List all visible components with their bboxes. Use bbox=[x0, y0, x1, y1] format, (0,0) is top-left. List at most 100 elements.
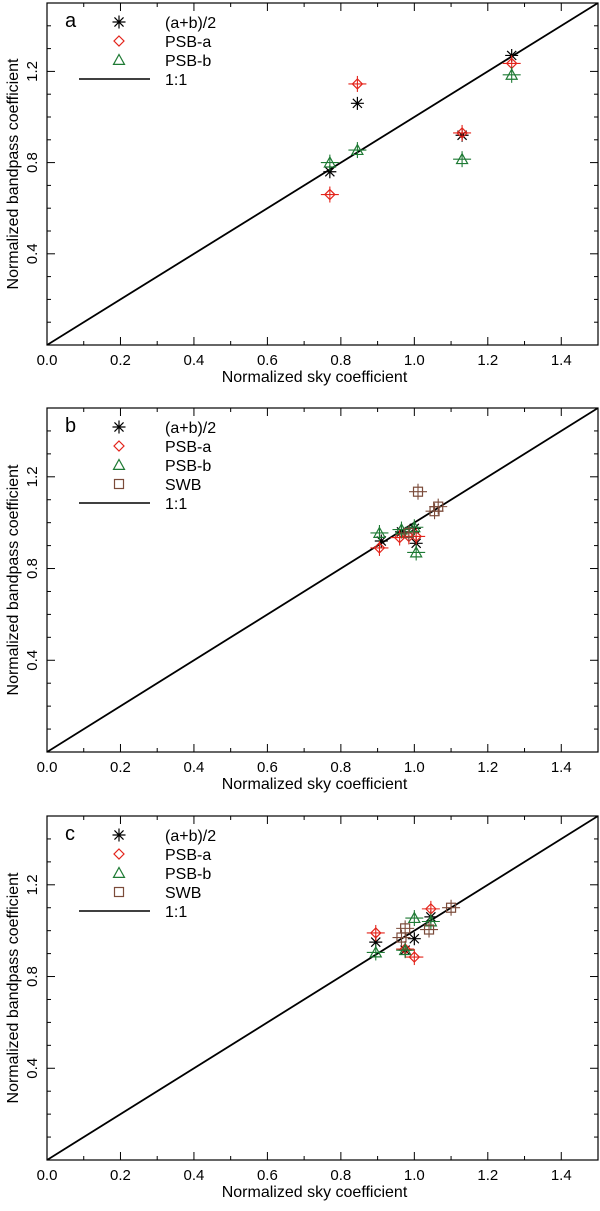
x-tick-label: 1.4 bbox=[551, 759, 572, 776]
series-swb bbox=[399, 483, 448, 541]
x-tick-label: 0.6 bbox=[257, 759, 278, 776]
x-tick-label: 1.2 bbox=[477, 352, 498, 369]
data-point bbox=[409, 545, 423, 558]
x-tick-label: 0.0 bbox=[37, 352, 58, 369]
data-point bbox=[351, 78, 364, 90]
legend: (a+b)/2 PSB-a PSB-b SWB 1:1 bbox=[79, 420, 216, 513]
data-point bbox=[407, 520, 421, 533]
legend-label: 1:1 bbox=[165, 496, 187, 513]
y-tick-label: 0.4 bbox=[24, 1058, 41, 1079]
data-point bbox=[433, 501, 444, 512]
data-point bbox=[445, 902, 457, 913]
legend-marker bbox=[112, 15, 126, 29]
legend-label: PSB-a bbox=[165, 439, 211, 456]
data-point bbox=[403, 527, 414, 539]
y-tick-label: 0.8 bbox=[24, 966, 41, 987]
panel-label: b bbox=[65, 415, 76, 437]
legend-label: SWB bbox=[165, 477, 201, 494]
legend-marker bbox=[112, 828, 126, 842]
x-tick-label: 0.4 bbox=[184, 1167, 205, 1184]
data-point bbox=[505, 68, 519, 80]
series-psb-b bbox=[366, 910, 440, 961]
legend-label: PSB-b bbox=[165, 53, 211, 70]
data-point bbox=[350, 143, 364, 156]
reference-line-1-to-1 bbox=[47, 408, 598, 752]
legend-marker bbox=[113, 848, 125, 860]
x-tick-label: 0.6 bbox=[257, 1167, 278, 1184]
legend-label: 1:1 bbox=[165, 904, 187, 921]
legend-label: PSB-a bbox=[165, 34, 211, 51]
series-psb-b bbox=[320, 66, 521, 171]
legend-marker bbox=[112, 866, 126, 878]
plot-frame bbox=[46, 2, 599, 346]
legend-label: 1:1 bbox=[165, 72, 187, 89]
x-tick-label: 0.2 bbox=[110, 759, 131, 776]
data-point bbox=[374, 534, 388, 548]
x-tick-label: 0.4 bbox=[184, 352, 205, 369]
data-point bbox=[423, 924, 435, 935]
x-tick-label: 0.8 bbox=[330, 759, 351, 776]
y-axis-label: Normalized bandpass coefficient bbox=[5, 464, 22, 696]
x-axis-label: Normalized sky coefficient bbox=[222, 369, 408, 386]
data-point bbox=[369, 935, 383, 949]
x-tick-label: 1.4 bbox=[551, 352, 572, 369]
data-point bbox=[372, 526, 386, 538]
chart-panel-b: 0.0 0.2 0.4 0.6 0.8 1.0 1.2 1.40.40.81.2Normali… bbox=[5, 407, 599, 793]
data-point bbox=[398, 943, 412, 956]
y-tick-label: 1.2 bbox=[24, 874, 41, 895]
y-tick-label: 0.4 bbox=[24, 243, 41, 264]
plot-frame bbox=[46, 407, 599, 753]
chart-panel-c: 0.0 0.2 0.4 0.6 0.8 1.0 1.2 1.40.40.81.2Normali… bbox=[5, 815, 599, 1201]
x-tick-label: 1.4 bbox=[551, 1167, 572, 1184]
x-tick-label: 1.2 bbox=[477, 759, 498, 776]
legend-marker bbox=[112, 458, 126, 470]
y-tick-label: 0.8 bbox=[24, 152, 41, 173]
y-tick-label: 0.8 bbox=[24, 558, 41, 579]
series-swb bbox=[392, 899, 461, 946]
legend: (a+b)/2 PSB-a PSB-b SWB 1:1 bbox=[79, 828, 216, 921]
x-tick-label: 0.8 bbox=[330, 1167, 351, 1184]
panel-label: c bbox=[65, 823, 75, 845]
x-tick-label: 1.0 bbox=[404, 352, 425, 369]
legend: (a+b)/2 PSB-a PSB-b 1:1 bbox=[79, 15, 216, 89]
data-point bbox=[350, 96, 364, 110]
legend-label: (a+b)/2 bbox=[165, 828, 216, 845]
x-tick-label: 1.2 bbox=[477, 1167, 498, 1184]
reference-line-1-to-1 bbox=[47, 3, 598, 345]
legend-marker bbox=[113, 478, 125, 490]
x-tick-label: 0.4 bbox=[184, 759, 205, 776]
legend-marker bbox=[112, 53, 126, 65]
data-point bbox=[373, 542, 386, 554]
data-point bbox=[424, 914, 438, 927]
plot-frame bbox=[46, 815, 599, 1161]
legend-label: SWB bbox=[165, 885, 201, 902]
legend-label: (a+b)/2 bbox=[165, 420, 216, 437]
x-axis-label: Normalized sky coefficient bbox=[222, 1184, 408, 1201]
data-point bbox=[323, 155, 337, 168]
data-point bbox=[412, 486, 424, 497]
reference-line-1-to-1 bbox=[47, 816, 598, 1160]
series-psb-a bbox=[320, 55, 521, 203]
y-tick-label: 1.2 bbox=[24, 61, 41, 82]
x-axis-label: Normalized sky coefficient bbox=[222, 776, 408, 793]
data-point bbox=[369, 945, 383, 958]
legend-marker bbox=[113, 440, 125, 452]
y-tick-label: 0.4 bbox=[24, 650, 41, 671]
data-point bbox=[408, 951, 421, 963]
data-point bbox=[455, 152, 469, 165]
series-psb-b bbox=[370, 519, 426, 561]
x-tick-label: 0.0 bbox=[37, 759, 58, 776]
y-axis-label: Normalized bandpass coefficient bbox=[5, 872, 22, 1104]
x-tick-label: 0.2 bbox=[110, 352, 131, 369]
x-tick-label: 0.0 bbox=[37, 1167, 58, 1184]
x-tick-label: 0.8 bbox=[330, 352, 351, 369]
legend-label: PSB-b bbox=[165, 866, 211, 883]
legend-label: PSB-b bbox=[165, 458, 211, 475]
y-axis-label: Normalized bandpass coefficient bbox=[5, 58, 22, 290]
data-point bbox=[407, 911, 421, 924]
data-point bbox=[456, 127, 468, 139]
legend-marker bbox=[113, 886, 125, 898]
y-tick-label: 1.2 bbox=[24, 466, 41, 487]
x-tick-label: 1.0 bbox=[404, 1167, 425, 1184]
